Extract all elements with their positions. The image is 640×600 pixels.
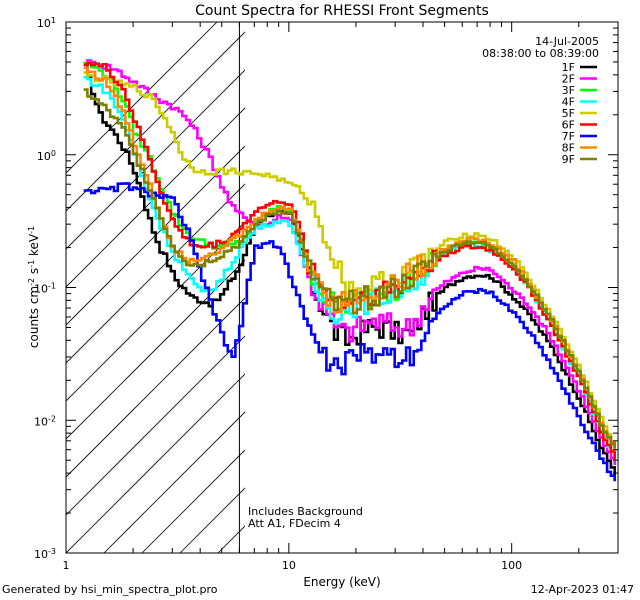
y-tick-label: 10-3 — [34, 547, 56, 562]
x-tick-labels: 1 10 100 — [63, 559, 523, 572]
x-tick-label: 1 — [63, 559, 70, 572]
series-line-4F — [83, 75, 616, 462]
footer-generated-by: Generated by hsi_min_spectra_plot.pro — [2, 583, 218, 596]
hatch-line — [256, 0, 640, 553]
legend-label-1F: 1F — [562, 61, 575, 74]
hatch-line — [636, 0, 640, 553]
annotation-attenuator: Att A1, FDecim 4 — [248, 517, 341, 530]
hatch-line — [66, 107, 245, 288]
hatch-line — [66, 31, 245, 212]
legend-label-8F: 8F — [562, 142, 575, 155]
hatch-line — [66, 22, 218, 174]
date-label: 14-Jul-2005 — [535, 35, 599, 48]
series-line-1F — [83, 62, 616, 475]
legend-label-4F: 4F — [562, 96, 575, 109]
annotation-background: Includes Background — [248, 505, 363, 518]
low-energy-hatch-region — [66, 0, 640, 553]
y-axis-title: counts cm-2 s-1 keV-1 — [27, 226, 42, 348]
hatch-line — [66, 373, 245, 553]
x-axis-title: Energy (keV) — [303, 575, 380, 589]
hatch-line — [66, 297, 245, 478]
hatch-line — [66, 221, 245, 402]
hatch-line — [103, 411, 245, 553]
hatch-line — [522, 0, 640, 553]
legend-label-2F: 2F — [562, 73, 575, 86]
legend-label-6F: 6F — [562, 119, 575, 132]
chart-title: Count Spectra for RHESSI Front Segments — [195, 3, 489, 19]
y-tick-label: 101 — [37, 16, 56, 31]
series-line-5F — [83, 71, 616, 448]
y-tick-label: 10-2 — [34, 414, 56, 429]
series-line-8F — [83, 66, 616, 452]
y-tick-labels: 101 100 10-1 10-2 10-3 — [34, 16, 56, 562]
series-line-7F — [83, 182, 616, 482]
hatch-line — [66, 145, 245, 326]
hatch-line — [66, 69, 245, 250]
y-tick-label: 10-1 — [34, 281, 56, 296]
legend-label-5F: 5F — [562, 107, 575, 120]
hatch-line — [66, 183, 245, 364]
legend-label-3F: 3F — [562, 84, 575, 97]
hatch-line — [66, 335, 245, 516]
hatch-line — [598, 0, 640, 553]
hatch-line — [141, 449, 245, 553]
y-tick-label: 100 — [37, 148, 56, 163]
legend-label-7F: 7F — [562, 130, 575, 143]
time-range-label: 08:38:00 to 08:39:00 — [482, 47, 599, 60]
legend-label-9F: 9F — [562, 153, 575, 166]
x-tick-label: 10 — [282, 559, 296, 572]
series-line-3F — [83, 61, 616, 450]
series-line-6F — [83, 61, 616, 460]
series-layer — [83, 59, 616, 482]
axis-ticks — [65, 22, 619, 554]
series-line-2F — [83, 59, 616, 466]
footer-timestamp: 12-Apr-2023 01:47 — [530, 583, 634, 596]
x-tick-label: 100 — [501, 559, 522, 572]
series-line-9F — [83, 88, 616, 449]
hatch-line — [66, 259, 245, 440]
